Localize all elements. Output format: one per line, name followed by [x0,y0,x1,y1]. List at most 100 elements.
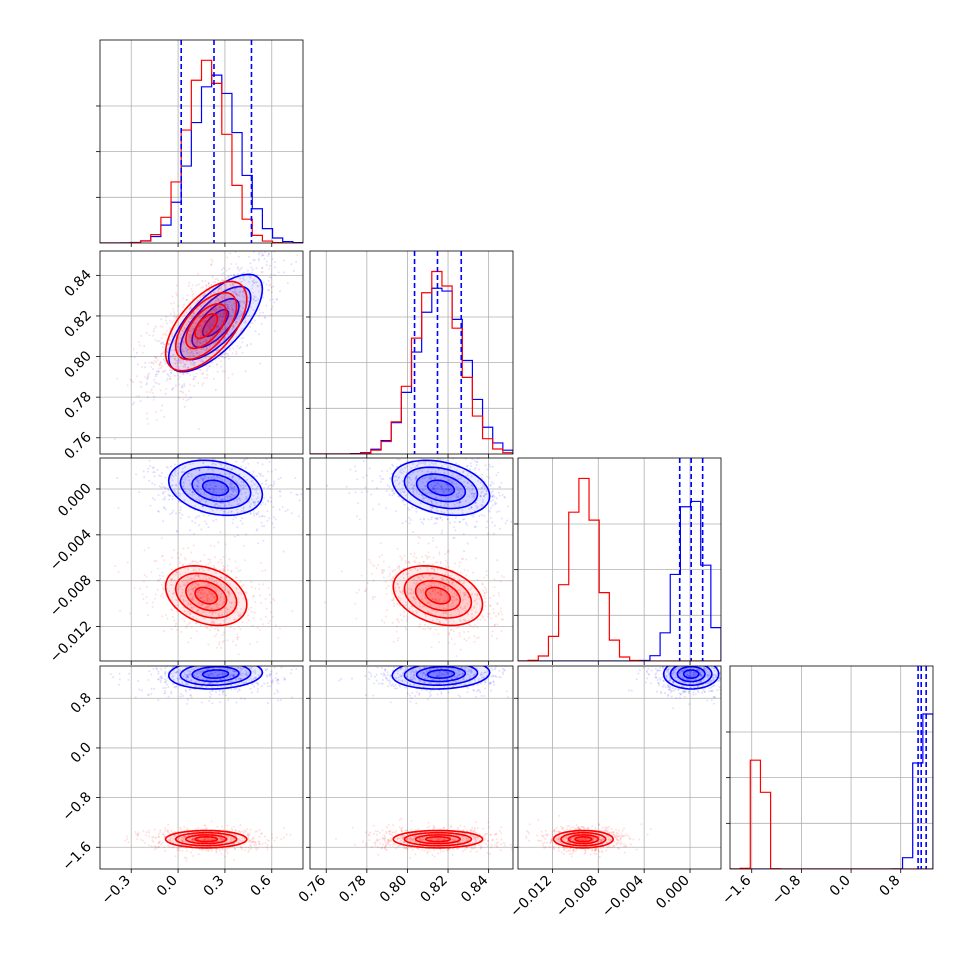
scatter-point [203,554,206,557]
scatter-point [181,591,184,594]
scatter-point [232,487,235,490]
scatter-point [259,658,261,660]
scatter-point [446,518,449,521]
scatter-point [462,557,465,560]
scatter-point [165,465,168,468]
scatter-point [241,312,244,315]
scatter-point [228,485,231,488]
scatter-point [452,482,455,485]
scatter-point [157,670,160,673]
scatter-point [281,505,284,508]
scatter-point [197,588,200,591]
scatter-point [155,418,158,421]
scatter-point [463,618,466,621]
scatter-point [201,373,204,376]
scatter-point [252,494,255,497]
scatter-point [496,623,499,626]
scatter-point [132,348,135,351]
scatter-point [197,524,200,527]
scatter-point [453,440,455,442]
scatter-point [465,592,468,595]
scatter-point [132,381,135,384]
scatter-point [221,576,224,579]
scatter-point [421,494,424,497]
scatter-point [187,389,190,392]
scatter-point [192,596,195,599]
scatter-point [412,596,415,599]
scatter-point [432,556,435,559]
scatter-point [219,353,222,356]
scatter-point [208,584,211,587]
scatter-point [263,486,266,489]
scatter-point [438,553,441,556]
scatter-point [392,492,395,495]
scatter-point [456,493,459,496]
scatter-point [212,496,215,499]
scatter-point [430,612,433,615]
scatter-point [159,577,162,580]
scatter-point [491,494,494,497]
scatter-point [440,594,443,597]
scatter-point [422,576,425,579]
scatter-point [445,618,448,621]
scatter-point [261,291,264,294]
scatter-point [215,325,218,328]
scatter-point [164,360,167,363]
scatter-point [485,574,488,577]
scatter-point [399,591,402,594]
scatter-point [424,496,427,499]
scatter-point [399,597,402,600]
scatter-point [208,289,211,292]
scatter-point [485,526,488,529]
scatter-point [237,534,240,537]
scatter-point [285,655,287,657]
scatter-point [251,624,254,627]
scatter-point [178,351,181,354]
scatter-point [470,594,473,597]
scatter-point [400,590,403,593]
scatter-point [306,283,308,285]
scatter-point [451,471,454,474]
scatter-point [486,615,489,618]
scatter-point [233,303,236,306]
scatter-point [155,382,158,385]
scatter-point [177,495,180,498]
scatter-point [469,588,472,591]
scatter-point [204,672,207,675]
scatter-point [188,603,191,606]
scatter-point [488,510,491,513]
scatter-point [113,438,116,441]
scatter-point [218,305,221,308]
scatter-point [235,460,238,463]
scatter-point [152,471,155,474]
scatter-point [483,618,486,621]
scatter-point [464,605,467,608]
contour-series-1 [164,280,248,372]
scatter-point [489,605,492,608]
scatter-point [483,485,486,488]
scatter-point [440,577,443,580]
scatter-point [489,506,492,509]
scatter-point [233,627,236,630]
scatter-point [474,504,477,507]
scatter-point [497,471,500,474]
scatter-point [214,388,217,391]
scatter-point [208,488,211,491]
scatter-point [206,627,209,630]
scatter-point [180,693,183,696]
scatter-point [405,615,408,618]
scatter-point [421,497,424,500]
scatter-point [445,612,448,615]
scatter-point [240,488,243,491]
scatter-point [170,608,173,611]
scatter-point [192,533,195,536]
scatter-point [246,656,248,658]
scatter-point [192,595,195,598]
scatter-point [153,471,156,474]
scatter-point [201,593,204,596]
scatter-point [215,618,218,621]
scatter-point [218,580,221,583]
scatter-point [189,317,192,320]
scatter-point [260,254,263,257]
scatter-point [274,518,277,521]
